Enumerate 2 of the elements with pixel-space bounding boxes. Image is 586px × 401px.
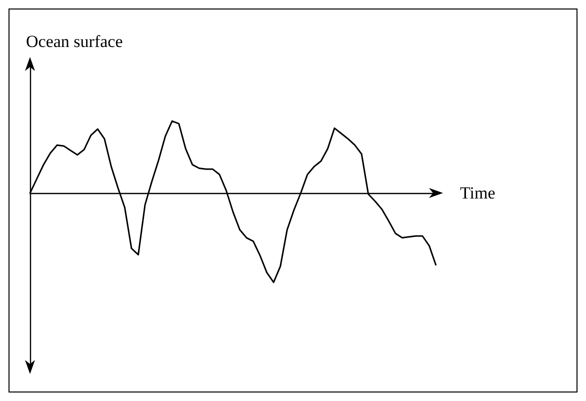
y-axis-title: Ocean surface xyxy=(26,32,123,51)
x-axis-title: Time xyxy=(460,184,496,203)
